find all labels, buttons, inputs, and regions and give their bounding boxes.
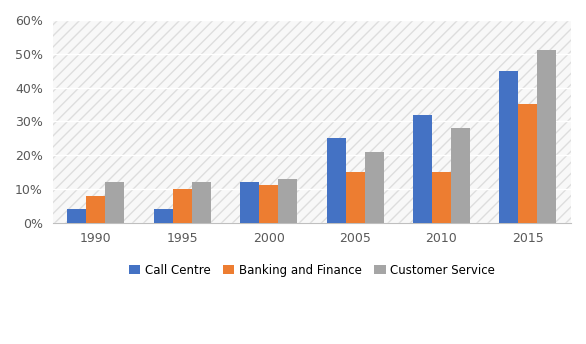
Bar <box>154 209 173 223</box>
Bar <box>364 152 384 223</box>
Bar <box>105 182 124 223</box>
Bar <box>173 189 192 223</box>
Bar <box>259 185 278 223</box>
Bar <box>86 196 105 223</box>
Bar <box>240 182 259 223</box>
Legend: Call Centre, Banking and Finance, Customer Service: Call Centre, Banking and Finance, Custom… <box>124 259 500 281</box>
Bar <box>192 182 211 223</box>
Bar <box>67 209 86 223</box>
Bar <box>451 128 470 223</box>
Bar <box>432 172 451 223</box>
Bar <box>518 105 537 223</box>
Bar <box>326 138 346 223</box>
Bar <box>413 115 432 223</box>
Bar <box>53 20 571 223</box>
Bar <box>499 71 518 223</box>
Bar <box>346 172 364 223</box>
Bar <box>537 50 556 223</box>
Bar <box>278 179 297 223</box>
